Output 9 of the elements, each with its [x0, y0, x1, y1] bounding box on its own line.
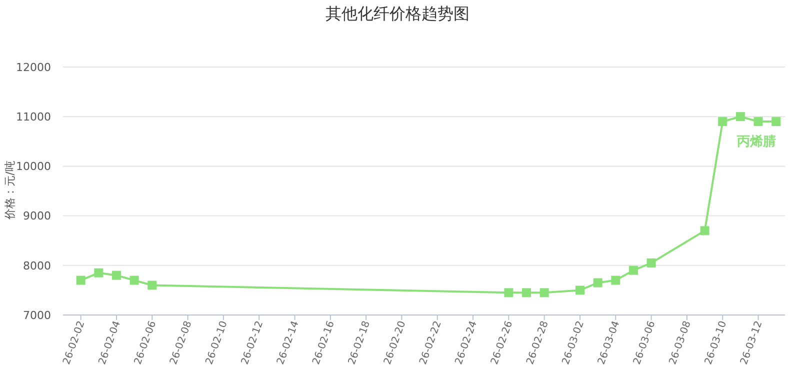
y-tick-label: 10000	[16, 160, 51, 174]
y-tick-label: 11000	[16, 110, 51, 124]
chart-title: 其他化纤价格趋势图	[324, 4, 470, 25]
y-tick-label: 9000	[23, 210, 51, 223]
series-label: 丙烯腈	[736, 134, 776, 150]
y-tick-label: 8000	[23, 259, 51, 272]
y-tick-label: 7000	[23, 308, 51, 322]
y-axis-title: 价格：元/吨	[2, 160, 17, 220]
y-tick-label: 12000	[16, 60, 51, 74]
